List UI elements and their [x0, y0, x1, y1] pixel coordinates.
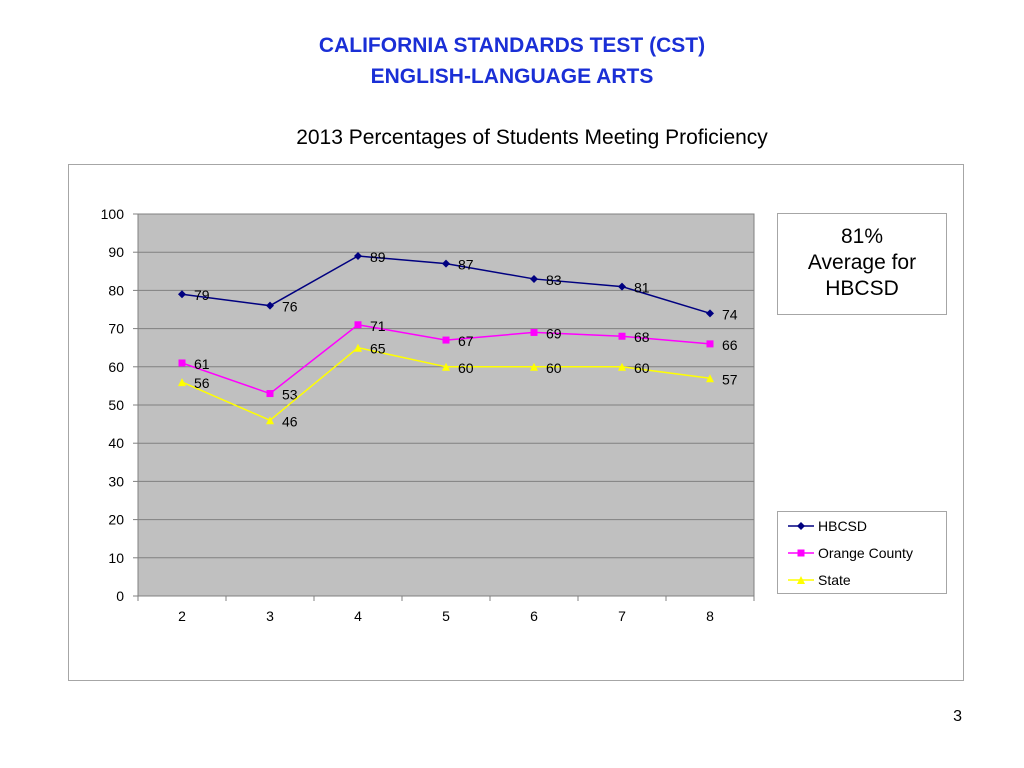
data-label: 81	[634, 280, 650, 296]
data-label: 68	[634, 329, 650, 345]
data-point	[178, 290, 186, 299]
data-point	[618, 332, 626, 340]
legend-marker-diamond-icon	[788, 522, 814, 530]
legend-marker-square-icon	[788, 549, 814, 557]
x-tick-label: 6	[530, 608, 538, 624]
data-label: 60	[634, 360, 650, 376]
data-point	[266, 301, 274, 310]
data-point	[618, 362, 626, 371]
page-number: 3	[953, 708, 962, 725]
grid-lines	[138, 213, 754, 559]
data-label: 57	[722, 371, 738, 387]
legend-item-state: State	[788, 570, 851, 590]
x-tick-label: 7	[618, 608, 626, 624]
y-tick-label: 20	[108, 512, 124, 528]
data-label: 53	[282, 387, 298, 403]
legend-item-orange-county: Orange County	[788, 543, 913, 563]
data-label: 69	[546, 325, 562, 341]
y-tick-label: 50	[108, 397, 124, 413]
data-label: 56	[194, 375, 210, 391]
data-label: 79	[194, 287, 210, 303]
data-point	[530, 362, 538, 371]
legend-label: Orange County	[818, 545, 913, 561]
data-point	[442, 362, 450, 371]
average-caption: Average for	[807, 251, 917, 274]
chart-title: 2013 Percentages of Students Meeting Pro…	[296, 126, 768, 149]
y-tick-label: 90	[108, 244, 124, 260]
y-tick-label: 30	[108, 473, 124, 489]
data-point	[266, 390, 274, 398]
data-point	[530, 328, 538, 336]
legend-marker-triangle-icon	[788, 576, 814, 584]
x-tick-label: 4	[354, 608, 362, 624]
legend: HBCSD Orange County State	[777, 511, 947, 594]
data-label: 66	[722, 337, 738, 353]
data-label: 46	[282, 413, 298, 429]
data-label: 89	[370, 249, 386, 265]
data-point	[530, 274, 538, 283]
data-label: 87	[458, 257, 474, 273]
y-tick-label: 70	[108, 321, 124, 337]
legend-label: HBCSD	[818, 518, 868, 534]
data-label: 61	[194, 356, 210, 372]
data-point	[266, 416, 274, 425]
x-tick-label: 8	[706, 608, 714, 624]
data-point	[442, 259, 450, 268]
y-tick-label: 100	[101, 206, 125, 222]
y-tick-label: 0	[116, 588, 124, 604]
data-point	[178, 359, 186, 367]
data-point	[706, 309, 714, 318]
x-tick-label: 5	[442, 608, 450, 624]
x-tick-label: 2	[178, 608, 186, 624]
data-label: 65	[370, 341, 386, 357]
data-point	[354, 343, 362, 352]
data-point	[354, 321, 362, 329]
y-tick-label: 40	[108, 435, 124, 451]
average-percent: 81%	[840, 225, 884, 248]
data-label: 83	[546, 272, 562, 288]
legend-label: State	[818, 572, 851, 588]
data-label: 71	[370, 318, 386, 334]
data-label: 74	[722, 306, 738, 322]
legend-item-hbcsd: HBCSD	[788, 516, 867, 536]
average-district: HBCSD	[825, 277, 899, 300]
series-group: 79 76 89 87 83 81 74 61 53 71 67 69 68 66 56 46 65 60 60 60…	[178, 249, 738, 429]
page-title-line1: CALIFORNIA STANDARDS TEST (CST)	[318, 34, 706, 57]
y-tick-label: 60	[108, 359, 124, 375]
data-label: 60	[546, 360, 562, 376]
data-label: 76	[282, 299, 298, 315]
y-tick-label: 10	[108, 550, 124, 566]
page-title-line2: ENGLISH-LANGUAGE ARTS	[370, 65, 654, 88]
data-point	[354, 252, 362, 261]
x-tick-label: 3	[266, 608, 274, 624]
data-point	[706, 374, 714, 383]
y-tick-label: 80	[108, 282, 124, 298]
data-label: 60	[458, 360, 474, 376]
data-point	[706, 340, 714, 348]
data-point	[618, 282, 626, 291]
average-callout: 81% Average for HBCSD	[777, 213, 947, 315]
data-label: 67	[458, 333, 474, 349]
data-point	[178, 378, 186, 387]
data-point	[442, 336, 450, 344]
